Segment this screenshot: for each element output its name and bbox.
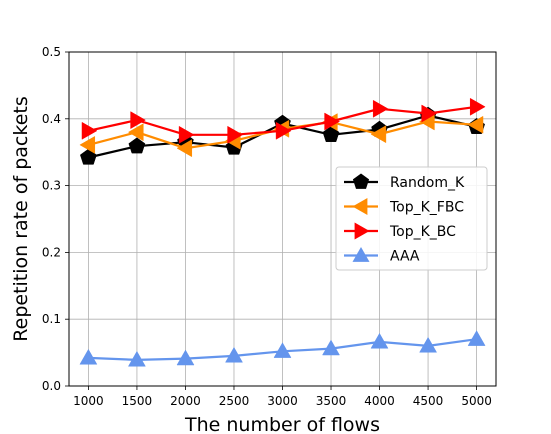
- legend-item: Random_K: [344, 174, 465, 192]
- data-point: [470, 98, 485, 115]
- y-axis-title: Repetition rate of packets: [10, 96, 32, 341]
- y-tick-label: 0.5: [42, 45, 61, 59]
- x-tick-label: 2500: [219, 394, 250, 408]
- x-tick-label: 4500: [413, 394, 444, 408]
- data-point: [468, 331, 485, 346]
- y-tick-label: 0.0: [42, 379, 61, 393]
- data-point: [371, 333, 388, 348]
- y-tick-label: 0.3: [42, 179, 61, 193]
- y-tick-label: 0.4: [42, 112, 61, 126]
- x-tick-label: 2000: [170, 394, 201, 408]
- legend-label: AAA: [390, 249, 420, 265]
- legend-label: Top_K_FBC: [389, 200, 464, 216]
- x-tick-label: 1500: [122, 394, 153, 408]
- y-tick-label: 0.2: [42, 245, 61, 259]
- x-tick-label: 3500: [316, 394, 347, 408]
- data-point: [80, 349, 97, 364]
- legend-label: Random_K: [390, 175, 465, 191]
- legend-label: Top_K_BC: [389, 224, 456, 240]
- y-tick-label: 0.1: [42, 312, 61, 326]
- x-tick-label: 3000: [267, 394, 298, 408]
- x-tick-label: 4000: [364, 394, 395, 408]
- x-tick-label: 1000: [73, 394, 104, 408]
- x-tick-label: 5000: [461, 394, 492, 408]
- x-axis-title: The number of flows: [184, 414, 380, 434]
- legend: Random_K Top_K_FBC Top_K_BC AAA: [336, 167, 487, 270]
- data-point: [373, 100, 388, 117]
